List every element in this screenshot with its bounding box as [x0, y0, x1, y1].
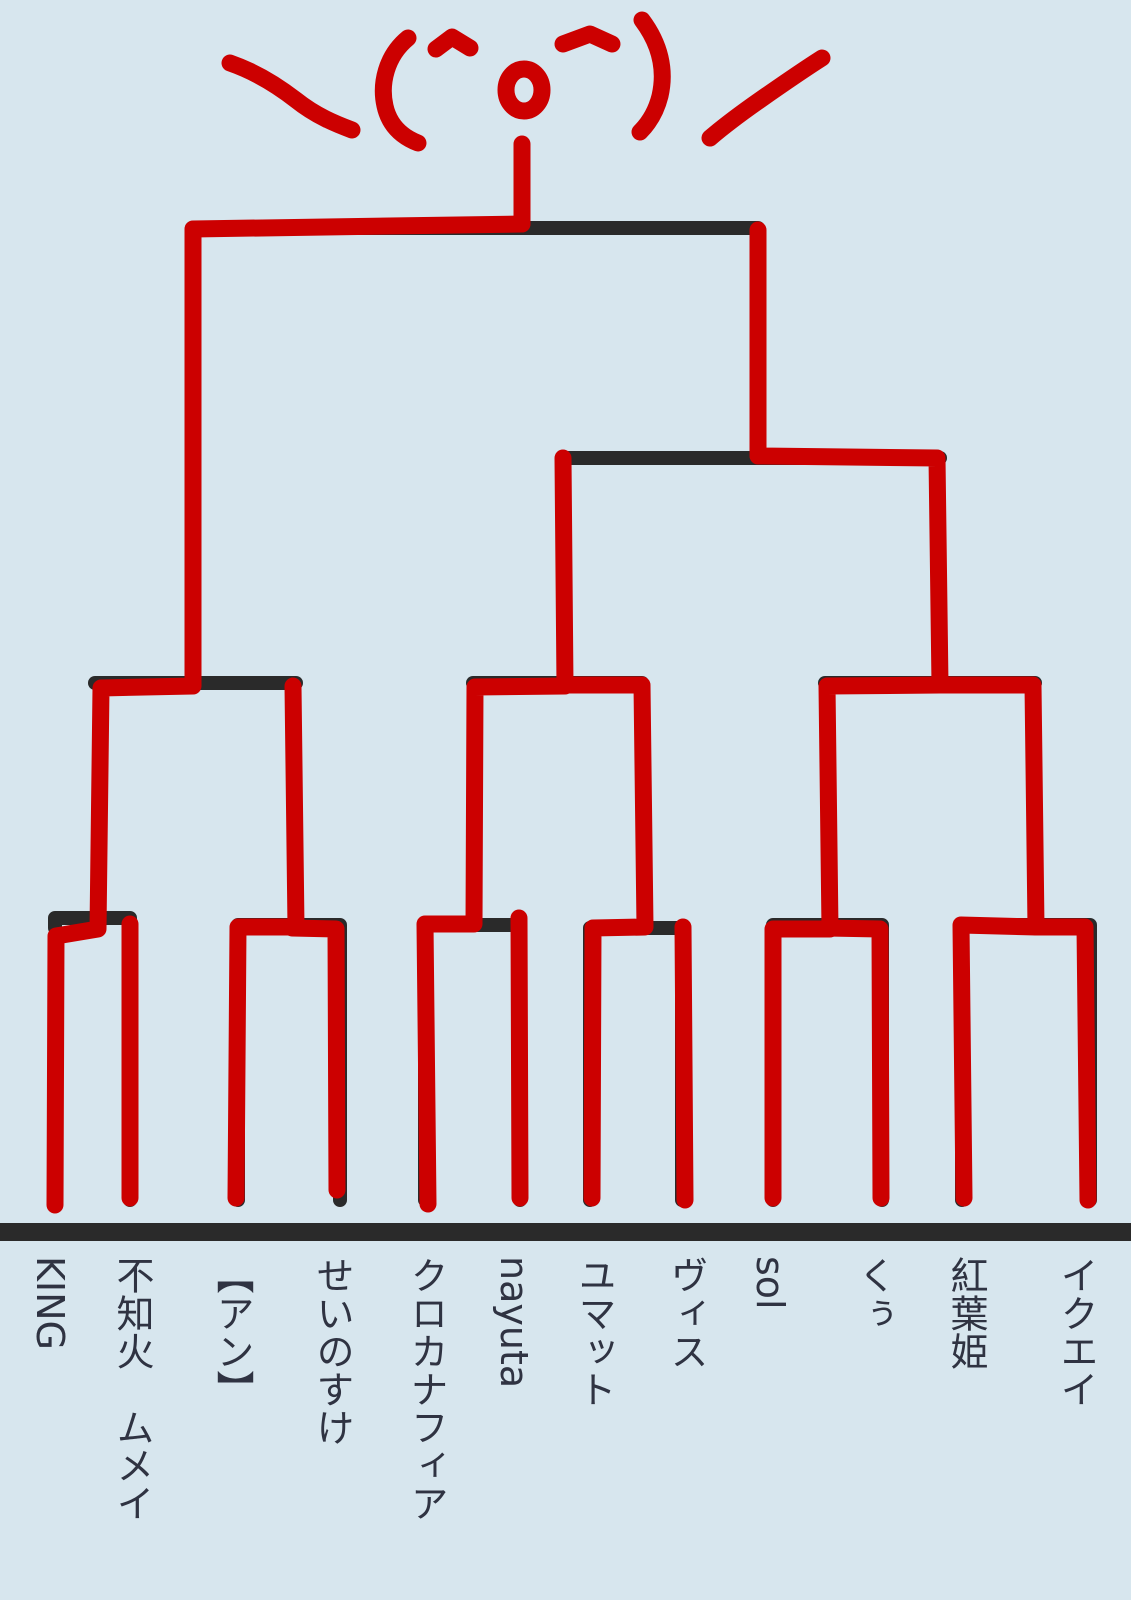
bracket-match2-line — [231, 918, 347, 1207]
doodle-right-eye — [554, 25, 621, 53]
participant-name: ヴィス — [664, 1256, 708, 1370]
hands-up-kaomoji-doodle-icon — [221, 11, 831, 152]
highlight-ko-2 — [227, 677, 305, 1207]
participant-name: sol — [748, 1256, 792, 1310]
participant-name: くぅ — [852, 1256, 896, 1332]
highlight-ko-5 — [510, 909, 529, 1207]
bracket-match3-line — [418, 918, 527, 1207]
bracket-final-line — [185, 221, 765, 465]
doodle-right-arm — [701, 49, 831, 147]
doodle-left-arm — [221, 54, 361, 139]
highlight-ko-6 — [556, 676, 654, 1207]
highlight-ko-7 — [674, 918, 694, 1209]
highlight-ko-8 — [749, 221, 949, 1207]
highlight-ko-4 — [416, 449, 574, 1213]
participant-name: ユマット — [572, 1256, 616, 1408]
doodle-right-paren — [631, 11, 671, 141]
bracket-match4-line — [583, 921, 689, 1207]
highlight-ko-3 — [283, 919, 346, 1199]
participant-name: イクエイ — [1054, 1256, 1098, 1408]
highlight-ko-10 — [931, 676, 1045, 1207]
participant-name: nayuta — [492, 1256, 536, 1389]
doodle-left-eye — [427, 28, 479, 58]
winner-highlight — [46, 135, 1097, 1214]
bracket-match5-line — [766, 918, 889, 1207]
bracket-match1-line — [48, 911, 137, 1207]
bracket-match6-line — [955, 918, 1097, 1207]
participant-name: 不知火 ムメイ — [110, 1256, 154, 1522]
doodle-left-paren — [374, 29, 427, 152]
participant-name: 【アン】 — [210, 1256, 254, 1408]
doodle-mouth — [497, 60, 551, 120]
participant-name: KING — [28, 1256, 72, 1350]
participant-name: クロカナフィア — [404, 1256, 448, 1522]
highlight-match1 — [46, 215, 531, 1214]
participant-name: 紅葉姫 — [944, 1256, 988, 1370]
participant-name: せいのすけ — [310, 1256, 354, 1446]
highlight-ko-9 — [818, 919, 890, 1207]
highlight-ko-11 — [1027, 918, 1097, 1209]
